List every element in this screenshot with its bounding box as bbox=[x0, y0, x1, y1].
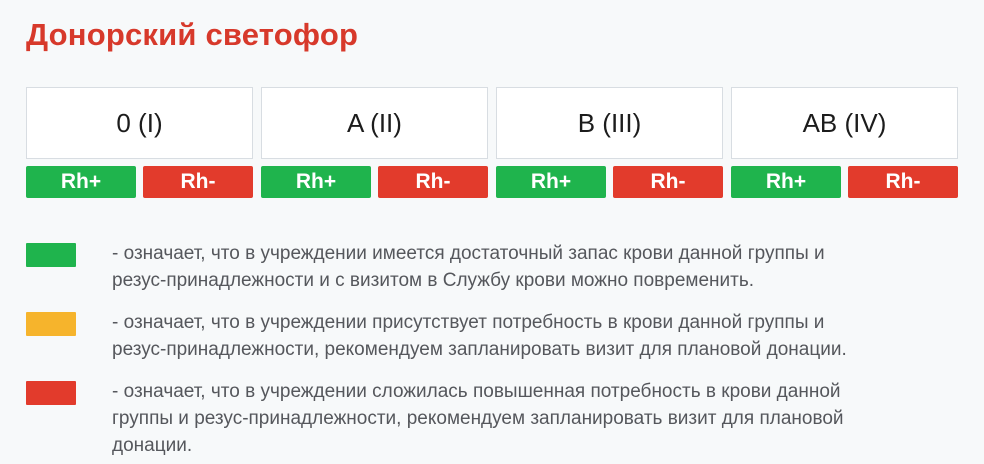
blood-group-a-ii: A (II) Rh+ Rh- bbox=[261, 87, 488, 198]
legend-text-yellow: - означает, что в учреждении присутствуе… bbox=[112, 312, 847, 360]
blood-group-label-box: B (III) bbox=[496, 87, 723, 159]
status-legend: - означает, что в учреждении имеется дос… bbox=[26, 240, 958, 459]
rh-cells: Rh+ Rh- bbox=[731, 166, 958, 198]
rh-cells: Rh+ Rh- bbox=[496, 166, 723, 198]
rh-plus-status-cell: Rh+ bbox=[731, 166, 841, 198]
blood-group-0-i: 0 (I) Rh+ Rh- bbox=[26, 87, 253, 198]
legend-item-green: - означает, что в учреждении имеется дос… bbox=[26, 240, 958, 294]
legend-text-red: - означает, что в учреждении сложилась п… bbox=[112, 381, 844, 456]
blood-group-label-box: A (II) bbox=[261, 87, 488, 159]
blood-group-ab-iv: AB (IV) Rh+ Rh- bbox=[731, 87, 958, 198]
rh-plus-status-cell: Rh+ bbox=[496, 166, 606, 198]
rh-plus-status-cell: Rh+ bbox=[261, 166, 371, 198]
legend-text-green: - означает, что в учреждении имеется дос… bbox=[112, 243, 825, 291]
rh-plus-status-cell: Rh+ bbox=[26, 166, 136, 198]
donor-traffic-light-page: Донорский светофор 0 (I) Rh+ Rh- A (II) … bbox=[0, 14, 984, 464]
rh-minus-status-cell: Rh- bbox=[378, 166, 488, 198]
rh-minus-status-cell: Rh- bbox=[143, 166, 253, 198]
blood-group-label-box: 0 (I) bbox=[26, 87, 253, 159]
legend-item-red: - означает, что в учреждении сложилась п… bbox=[26, 378, 958, 459]
blood-groups-row: 0 (I) Rh+ Rh- A (II) Rh+ Rh- B (III) Rh+… bbox=[26, 87, 958, 198]
page-title: Донорский светофор bbox=[26, 17, 359, 52]
blood-group-label-box: AB (IV) bbox=[731, 87, 958, 159]
rh-cells: Rh+ Rh- bbox=[26, 166, 253, 198]
legend-item-yellow: - означает, что в учреждении присутствуе… bbox=[26, 309, 958, 363]
rh-minus-status-cell: Rh- bbox=[613, 166, 723, 198]
yellow-status-swatch bbox=[26, 312, 76, 336]
rh-minus-status-cell: Rh- bbox=[848, 166, 958, 198]
rh-cells: Rh+ Rh- bbox=[261, 166, 488, 198]
red-status-swatch bbox=[26, 381, 76, 405]
blood-group-b-iii: B (III) Rh+ Rh- bbox=[496, 87, 723, 198]
green-status-swatch bbox=[26, 243, 76, 267]
